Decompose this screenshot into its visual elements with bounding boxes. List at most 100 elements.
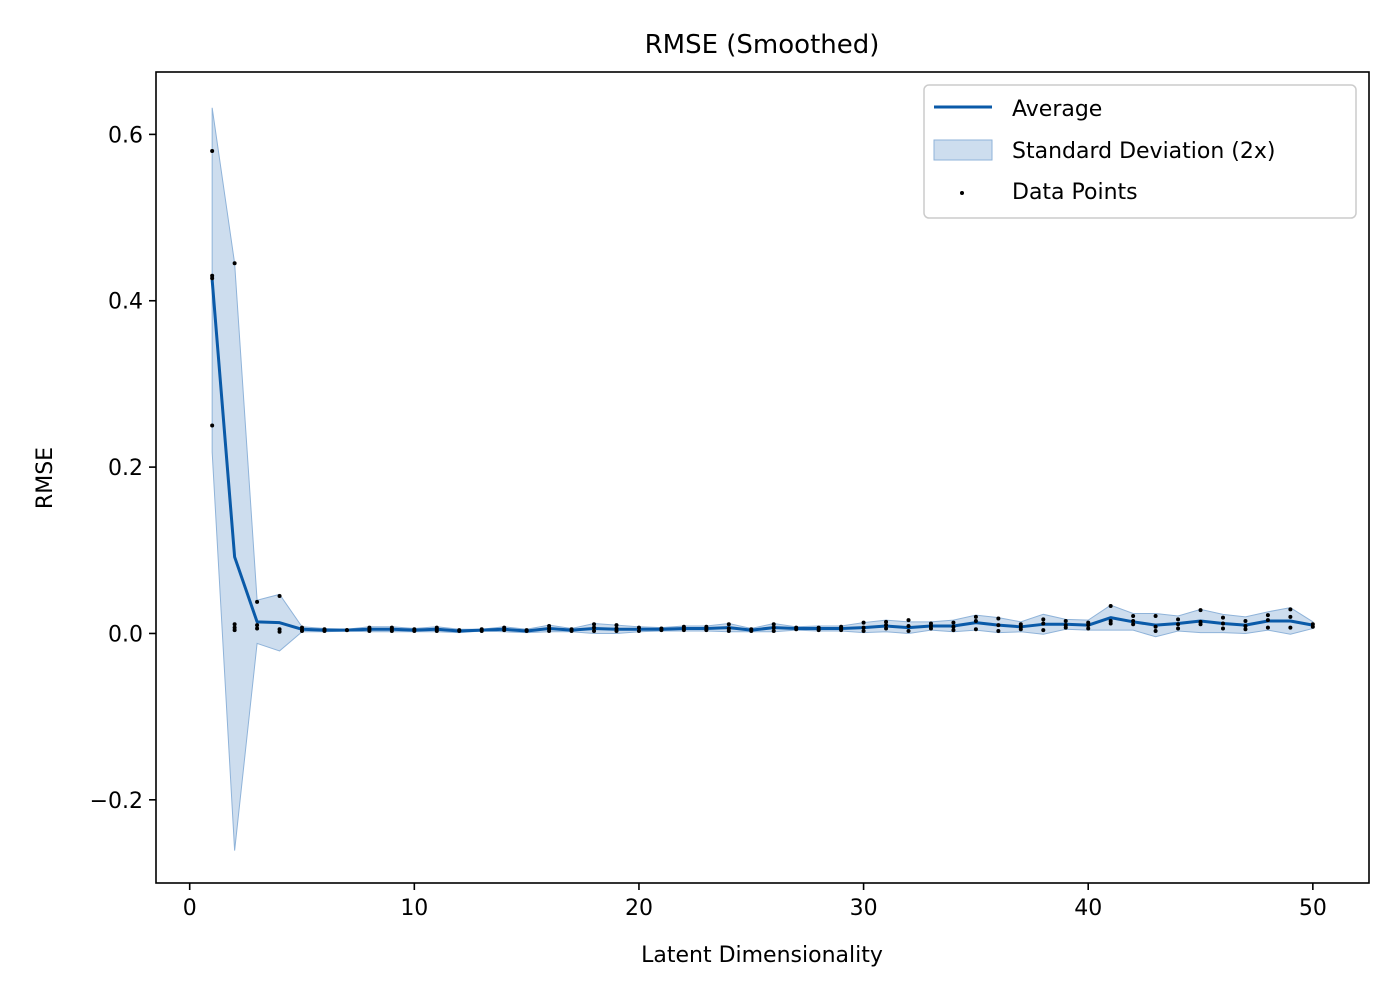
data-point <box>614 628 619 633</box>
data-point <box>1086 623 1091 628</box>
data-point <box>816 628 821 633</box>
data-point <box>726 628 731 633</box>
y-tick-label: 0.4 <box>108 290 143 315</box>
data-points-layer <box>210 149 1315 634</box>
data-point <box>389 628 394 633</box>
data-point <box>704 628 709 633</box>
data-point <box>1041 628 1046 633</box>
data-point <box>951 620 956 625</box>
data-point <box>771 625 776 630</box>
data-point <box>1220 621 1225 626</box>
data-point <box>524 628 529 633</box>
x-axis: 0 10 20 30 40 50 <box>183 883 1327 921</box>
y-axis-label: RMSE <box>33 447 58 509</box>
y-axis: −0.2 0.0 0.2 0.4 0.6 <box>90 123 156 814</box>
legend-points-label: Data Points <box>1012 180 1138 205</box>
data-point <box>1153 628 1158 633</box>
data-point <box>614 623 619 628</box>
data-point <box>996 628 1001 633</box>
data-point <box>232 261 237 266</box>
data-point <box>636 628 641 633</box>
data-point <box>1243 623 1248 628</box>
data-point <box>277 629 282 634</box>
data-point <box>951 624 956 629</box>
data-point <box>1153 624 1158 629</box>
y-tick-label: −0.2 <box>90 789 143 814</box>
y-tick-label: 0.0 <box>108 622 143 647</box>
data-point <box>592 625 597 630</box>
x-axis-label: Latent Dimensionality <box>641 943 883 968</box>
data-point <box>344 628 349 633</box>
data-point <box>569 628 574 633</box>
data-point <box>973 627 978 632</box>
data-point <box>1243 618 1248 623</box>
data-point <box>884 619 889 624</box>
data-point <box>659 628 664 633</box>
x-tick-label: 20 <box>625 896 653 921</box>
data-point <box>1086 626 1091 631</box>
data-point <box>322 628 327 633</box>
data-point <box>1153 613 1158 618</box>
legend-band-swatch <box>933 139 993 161</box>
data-point <box>996 616 1001 621</box>
data-point <box>412 628 417 633</box>
data-point <box>255 623 260 628</box>
std-band-layer <box>211 107 1314 851</box>
data-point <box>794 627 799 632</box>
average-line <box>210 279 1314 633</box>
chart-title: RMSE (Smoothed) <box>645 30 880 60</box>
data-point <box>884 623 889 628</box>
data-point <box>1041 621 1046 626</box>
data-point <box>1108 621 1113 626</box>
data-point <box>210 149 215 154</box>
data-point <box>771 628 776 633</box>
data-point <box>1288 625 1293 630</box>
data-point <box>906 618 911 623</box>
data-point <box>300 628 305 633</box>
data-point <box>1041 617 1046 622</box>
data-point <box>592 622 597 627</box>
data-point <box>636 625 641 630</box>
data-point <box>1265 625 1270 630</box>
data-point <box>1176 617 1181 622</box>
data-point <box>1243 627 1248 632</box>
data-point <box>502 628 507 633</box>
data-point <box>1176 626 1181 631</box>
data-point <box>928 626 933 631</box>
data-point <box>457 628 462 633</box>
data-point <box>210 423 215 428</box>
average-line-layer <box>210 279 1314 633</box>
x-tick-label: 40 <box>1074 896 1102 921</box>
data-point <box>1265 618 1270 623</box>
legend-points-swatch <box>960 191 964 195</box>
x-tick-label: 0 <box>183 896 197 921</box>
plot-area <box>155 71 1370 884</box>
data-point <box>861 628 866 633</box>
data-point <box>210 276 215 281</box>
data-point <box>884 626 889 631</box>
legend-box <box>923 84 1357 219</box>
data-point <box>1288 614 1293 619</box>
data-point <box>367 628 372 633</box>
data-point <box>1063 618 1068 623</box>
data-point <box>1131 618 1136 623</box>
data-point <box>1131 613 1136 618</box>
data-point <box>726 622 731 627</box>
data-point <box>277 594 282 599</box>
legend: Average Standard Deviation (2x) Data Poi… <box>923 84 1357 219</box>
data-point <box>1288 607 1293 612</box>
data-point <box>479 628 484 633</box>
data-point <box>906 623 911 628</box>
y-tick-label: 0.2 <box>108 456 143 481</box>
data-point <box>1265 613 1270 618</box>
data-point <box>973 614 978 619</box>
data-point <box>255 599 260 604</box>
data-point <box>839 628 844 633</box>
x-tick-label: 10 <box>400 896 428 921</box>
data-point <box>232 628 237 633</box>
data-point <box>1063 625 1068 630</box>
x-tick-label: 50 <box>1299 896 1327 921</box>
data-point <box>232 622 237 627</box>
data-point <box>1220 615 1225 620</box>
